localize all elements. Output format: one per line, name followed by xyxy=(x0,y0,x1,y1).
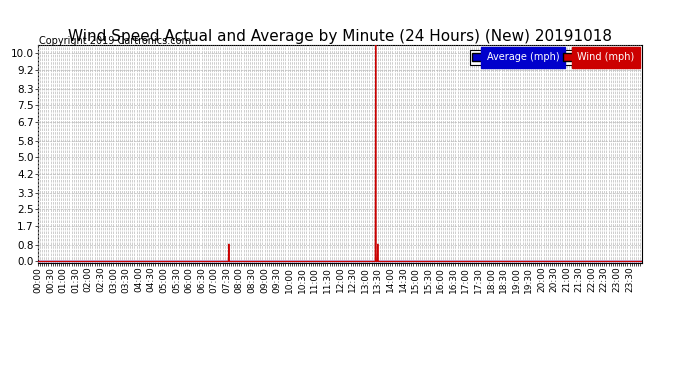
Legend: Average (mph), Wind (mph): Average (mph), Wind (mph) xyxy=(470,50,637,65)
Text: Copyright 2019 Cartronics.com: Copyright 2019 Cartronics.com xyxy=(39,36,191,46)
Title: Wind Speed Actual and Average by Minute (24 Hours) (New) 20191018: Wind Speed Actual and Average by Minute … xyxy=(68,29,612,44)
